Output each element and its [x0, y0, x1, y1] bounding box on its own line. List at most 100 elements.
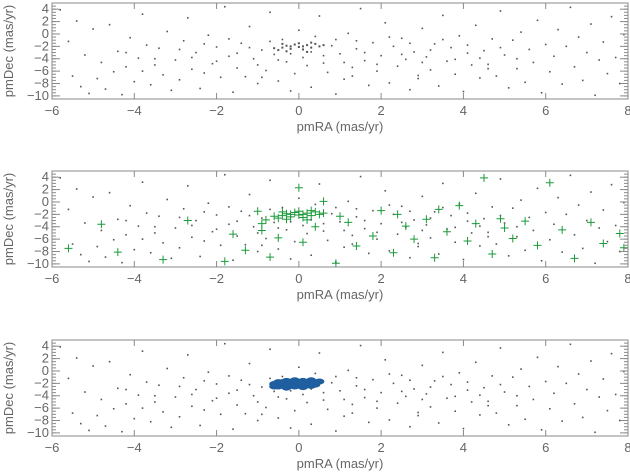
data-point [252, 225, 255, 228]
data-point [425, 393, 428, 395]
data-point [413, 51, 415, 53]
data-point [261, 413, 263, 416]
data-point [553, 55, 555, 58]
data-point [421, 195, 424, 198]
cross-marker [463, 236, 472, 245]
data-point [191, 405, 193, 408]
x-axis-label: pmRA (mas/yr) [297, 119, 384, 134]
data-point [326, 71, 329, 74]
data-point [343, 78, 345, 80]
data-point [524, 249, 526, 252]
data-point [149, 251, 152, 254]
data-point [520, 368, 522, 370]
y-tick-label: −6 [34, 63, 49, 78]
data-point [462, 90, 465, 93]
data-point [503, 54, 506, 56]
data-point [351, 412, 354, 414]
data-point [59, 346, 62, 348]
data-point [158, 215, 160, 218]
data-point [368, 252, 370, 255]
data-point [125, 402, 127, 405]
data-point [421, 364, 424, 367]
data-point [96, 245, 99, 248]
data-point [269, 11, 271, 14]
data-point [594, 262, 596, 265]
data-point [479, 57, 481, 59]
cluster-point [277, 379, 288, 386]
data-point [310, 254, 312, 257]
data-point [507, 87, 510, 89]
data-point [355, 48, 358, 50]
data-point [293, 240, 296, 243]
data-point [281, 206, 284, 209]
data-point [466, 44, 469, 46]
y-axis-label: pmDec (mas/yr) [1, 5, 16, 97]
data-point [289, 90, 292, 92]
data-point [322, 62, 325, 64]
data-point [59, 9, 62, 11]
data-point [388, 36, 391, 38]
data-point [236, 220, 238, 222]
data-point [232, 428, 234, 430]
data-point [479, 77, 481, 79]
data-point [88, 92, 90, 95]
data-point [265, 406, 267, 409]
data-point [602, 41, 605, 43]
data-point [277, 396, 280, 398]
data-point [261, 244, 263, 247]
data-point [396, 233, 399, 235]
data-point [590, 191, 592, 193]
data-point [273, 47, 276, 50]
data-point [203, 72, 206, 74]
cluster-point [302, 382, 313, 389]
data-point [248, 193, 251, 196]
x-tick-label: −6 [45, 103, 60, 118]
data-point [598, 396, 600, 398]
y-tick-label: 4 [42, 338, 49, 353]
cross-marker [294, 183, 303, 192]
data-point [487, 404, 489, 407]
data-point [335, 93, 337, 95]
data-point [569, 6, 572, 9]
cross-marker [274, 233, 283, 242]
data-point [211, 399, 214, 402]
data-point [335, 375, 337, 378]
cross-marker [377, 206, 386, 215]
cluster-point [310, 381, 321, 388]
data-point [215, 60, 218, 63]
data-point [483, 217, 485, 220]
data-point [623, 33, 625, 36]
data-point [499, 383, 502, 386]
x-tick-label: −6 [45, 440, 60, 455]
cross-marker [558, 225, 567, 234]
data-point [322, 399, 325, 401]
data-point [573, 402, 576, 405]
data-point [293, 43, 296, 46]
data-point [450, 214, 452, 217]
data-point [141, 70, 144, 72]
data-point [512, 207, 514, 209]
data-point [228, 375, 230, 377]
data-point [269, 40, 271, 43]
data-point [528, 385, 531, 388]
data-point [549, 70, 551, 73]
data-point [487, 400, 489, 403]
data-point [289, 45, 292, 48]
data-point [388, 82, 391, 84]
cross-marker [282, 215, 291, 224]
data-point [442, 375, 444, 378]
data-point [614, 224, 617, 227]
data-point [302, 56, 304, 59]
data-point [347, 32, 350, 35]
data-point [363, 227, 366, 230]
data-point [429, 69, 432, 71]
data-point [368, 84, 370, 87]
data-point [516, 57, 518, 60]
data-point [108, 191, 111, 194]
data-point [108, 360, 111, 363]
data-point [174, 227, 177, 229]
data-point [507, 255, 510, 257]
data-point [565, 45, 568, 48]
data-point [516, 67, 518, 70]
data-point [75, 188, 78, 190]
